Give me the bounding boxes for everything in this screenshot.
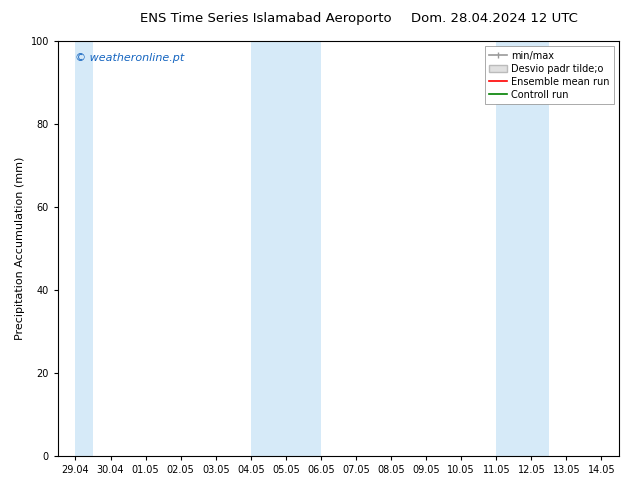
Legend: min/max, Desvio padr tilde;o, Ensemble mean run, Controll run: min/max, Desvio padr tilde;o, Ensemble m… bbox=[484, 46, 614, 104]
Bar bbox=[496, 41, 549, 456]
Text: © weatheronline.pt: © weatheronline.pt bbox=[75, 53, 184, 64]
Text: Dom. 28.04.2024 12 UTC: Dom. 28.04.2024 12 UTC bbox=[411, 12, 578, 25]
Text: ENS Time Series Islamabad Aeroporto: ENS Time Series Islamabad Aeroporto bbox=[141, 12, 392, 25]
Y-axis label: Precipitation Accumulation (mm): Precipitation Accumulation (mm) bbox=[15, 157, 25, 340]
Bar bbox=[251, 41, 321, 456]
Bar bbox=[75, 41, 93, 456]
